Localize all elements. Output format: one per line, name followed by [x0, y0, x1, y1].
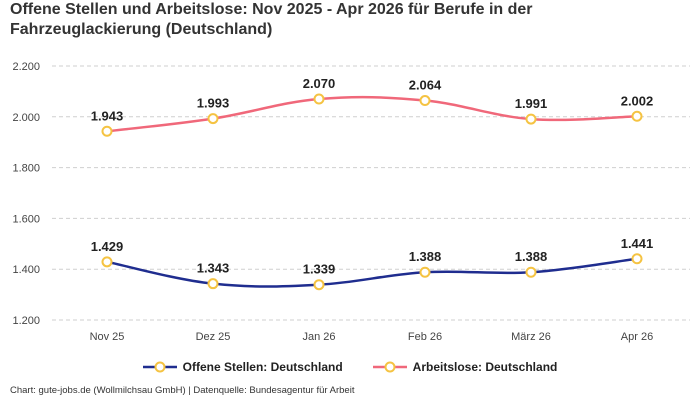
data-label: 2.002: [621, 93, 654, 108]
data-point: [207, 278, 219, 290]
x-tick-label: Nov 25: [90, 331, 125, 343]
chart-title: Offene Stellen und Arbeitslose: Nov 2025…: [10, 1, 533, 38]
data-point: [419, 95, 431, 107]
x-tick-label: März 26: [511, 331, 551, 343]
x-tick-label: Jan 26: [302, 331, 335, 343]
data-point: [631, 110, 643, 122]
data-label: 1.943: [91, 108, 124, 123]
x-tick-label: Feb 26: [408, 331, 442, 343]
data-label: 2.070: [303, 76, 336, 91]
series-line-0: [106, 257, 638, 288]
data-point: [525, 113, 537, 125]
y-tick-label: 2.200: [12, 61, 40, 73]
legend-swatch-arbeitslose: [372, 361, 407, 373]
data-point: [101, 256, 113, 268]
series-lines: [106, 95, 638, 288]
grid-layer: [52, 65, 690, 321]
data-label: 1.388: [515, 249, 548, 264]
legend-item-offene-stellen[interactable]: Offene Stellen: Deutschland: [142, 360, 343, 374]
x-axis-ticks: Nov 25 Dez 25 Jan 26 Feb 26 März 26 Apr 26: [90, 331, 654, 343]
x-tick-label: Dez 25: [196, 331, 231, 343]
data-point: [419, 266, 431, 278]
data-point: [631, 253, 643, 265]
data-label: 1.343: [197, 261, 230, 276]
y-tick-label: 2.000: [12, 112, 40, 124]
y-axis-ticks: 1.200 1.400 1.600 1.800 2.000 2.200: [12, 61, 40, 327]
series-line-1: [106, 95, 638, 133]
data-label: 1.991: [515, 96, 548, 111]
legend: Offene Stellen: Deutschland Arbeitslose:…: [0, 360, 700, 374]
data-point: [101, 125, 113, 137]
legend-label-offene-stellen: Offene Stellen: Deutschland: [182, 360, 343, 374]
data-labels: 1.429 1.343 1.339 1.388 1.388 1.441 1.943 1.993…: [91, 76, 654, 277]
data-label: 1.441: [621, 236, 654, 251]
line-chart: 1.200 1.400 1.600 1.800 2.000 2.200 Nov 25 Dez…: [12, 61, 690, 343]
legend-label-arbeitslose: Arbeitslose: Deutschland: [412, 360, 558, 374]
data-label: 1.388: [409, 249, 442, 264]
legend-item-arbeitslose[interactable]: Arbeitslose: Deutschland: [372, 360, 558, 374]
y-tick-label: 1.800: [12, 163, 40, 175]
data-label: 2.064: [409, 78, 442, 93]
data-label: 1.993: [197, 96, 230, 111]
source-footer: Chart: gute-jobs.de (Wollmilchsau GmbH) …: [10, 385, 355, 396]
data-point: [207, 113, 219, 125]
data-point: [313, 279, 325, 291]
y-tick-label: 1.600: [12, 213, 40, 225]
y-tick-label: 1.400: [12, 264, 40, 276]
y-tick-label: 1.200: [12, 315, 40, 327]
series-markers: [101, 93, 643, 291]
legend-swatch-offene-stellen: [142, 361, 177, 373]
x-tick-label: Apr 26: [621, 331, 653, 343]
data-point: [313, 93, 325, 105]
data-label: 1.429: [91, 239, 124, 254]
data-point: [525, 266, 537, 278]
data-label: 1.339: [303, 262, 336, 277]
